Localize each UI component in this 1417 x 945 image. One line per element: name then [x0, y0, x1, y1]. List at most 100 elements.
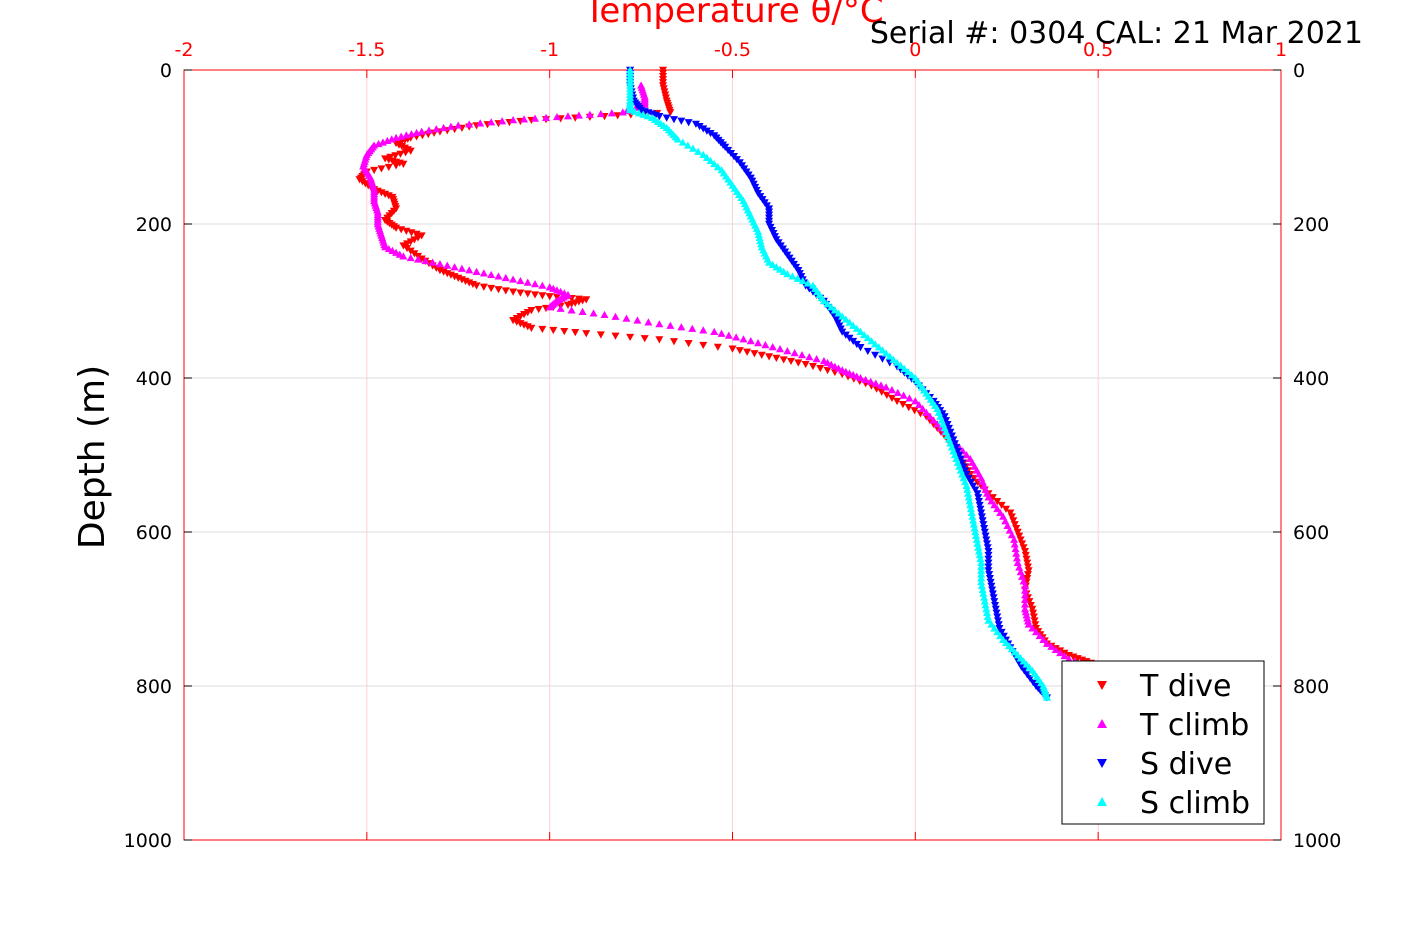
data-point — [861, 375, 870, 384]
data-point — [761, 341, 770, 349]
data-point — [735, 347, 744, 355]
data-point — [1021, 600, 1030, 608]
data-point — [578, 307, 587, 315]
data-point — [993, 617, 1002, 625]
data-point — [387, 135, 396, 143]
data-point — [487, 118, 496, 126]
data-point — [966, 501, 975, 509]
data-point — [972, 535, 981, 543]
data-point — [585, 110, 594, 118]
data-point — [545, 303, 554, 311]
data-point — [1028, 624, 1037, 632]
data-point — [977, 574, 986, 582]
data-point — [871, 351, 880, 359]
data-point — [545, 293, 554, 301]
series-t-climb — [359, 81, 1103, 674]
data-point — [399, 242, 408, 250]
y-tick-label-left: 0 — [160, 60, 172, 82]
data-point — [830, 306, 839, 314]
data-point — [962, 481, 971, 489]
data-point — [743, 348, 752, 356]
data-point — [989, 594, 998, 602]
data-point — [898, 400, 907, 409]
data-point — [975, 501, 984, 510]
data-point — [943, 421, 952, 429]
data-point — [1060, 651, 1069, 660]
data-point — [980, 593, 989, 601]
data-point — [984, 567, 993, 575]
data-point — [964, 493, 973, 501]
data-point — [808, 362, 817, 371]
data-point — [417, 232, 426, 240]
data-point — [732, 333, 741, 341]
data-point — [417, 127, 426, 135]
data-point — [955, 451, 964, 459]
data-point — [969, 482, 978, 490]
data-point — [1010, 540, 1019, 548]
data-point — [1039, 635, 1048, 643]
legend-label: T dive — [1139, 669, 1231, 704]
data-point — [887, 386, 896, 394]
data-point — [801, 360, 810, 369]
data-point — [673, 135, 682, 143]
data-point — [494, 286, 503, 294]
data-point — [976, 505, 985, 513]
data-point — [984, 555, 993, 563]
data-point — [999, 632, 1008, 640]
data-point — [991, 605, 1000, 613]
data-point — [1013, 558, 1022, 566]
data-point — [958, 459, 967, 467]
data-point — [987, 497, 996, 505]
data-point — [977, 513, 986, 521]
data-point — [889, 355, 898, 363]
data-point — [805, 353, 814, 361]
data-point — [1015, 532, 1024, 540]
data-point — [694, 147, 703, 155]
data-point — [695, 123, 704, 131]
data-point — [1021, 595, 1030, 603]
data-point — [1016, 568, 1025, 576]
data-point — [640, 335, 649, 343]
data-point — [790, 349, 799, 357]
data-point — [765, 353, 774, 361]
data-point — [984, 559, 993, 567]
data-point — [1006, 509, 1015, 517]
data-point — [634, 109, 643, 117]
data-point — [516, 276, 525, 285]
data-point — [699, 341, 708, 350]
data-point — [435, 260, 444, 268]
data-point — [1056, 648, 1065, 657]
data-point — [639, 110, 648, 118]
data-point — [1017, 663, 1026, 671]
data-point — [516, 289, 525, 297]
data-point — [980, 597, 989, 605]
data-point — [863, 333, 872, 342]
data-point — [933, 420, 942, 428]
data-point — [916, 410, 925, 418]
data-point — [662, 114, 671, 122]
data-point — [997, 501, 1006, 510]
data-point — [476, 119, 485, 127]
data-point — [987, 582, 996, 590]
x-tick-label: -1.5 — [348, 39, 385, 61]
data-point — [852, 324, 861, 332]
data-point — [981, 532, 990, 540]
data-point — [966, 504, 975, 513]
x-tick-label: -1 — [540, 39, 559, 61]
data-point — [412, 128, 421, 137]
data-point — [710, 159, 719, 168]
data-point — [1022, 555, 1031, 563]
data-point — [402, 131, 411, 139]
data-point — [982, 605, 991, 613]
data-point — [479, 269, 488, 277]
data-point — [803, 279, 812, 287]
data-point — [446, 122, 455, 130]
data-point — [940, 413, 949, 421]
y-tick-label-right: 200 — [1293, 214, 1329, 236]
data-point — [1023, 575, 1032, 583]
data-point — [383, 136, 392, 145]
data-point — [377, 165, 386, 173]
data-point — [823, 300, 832, 308]
